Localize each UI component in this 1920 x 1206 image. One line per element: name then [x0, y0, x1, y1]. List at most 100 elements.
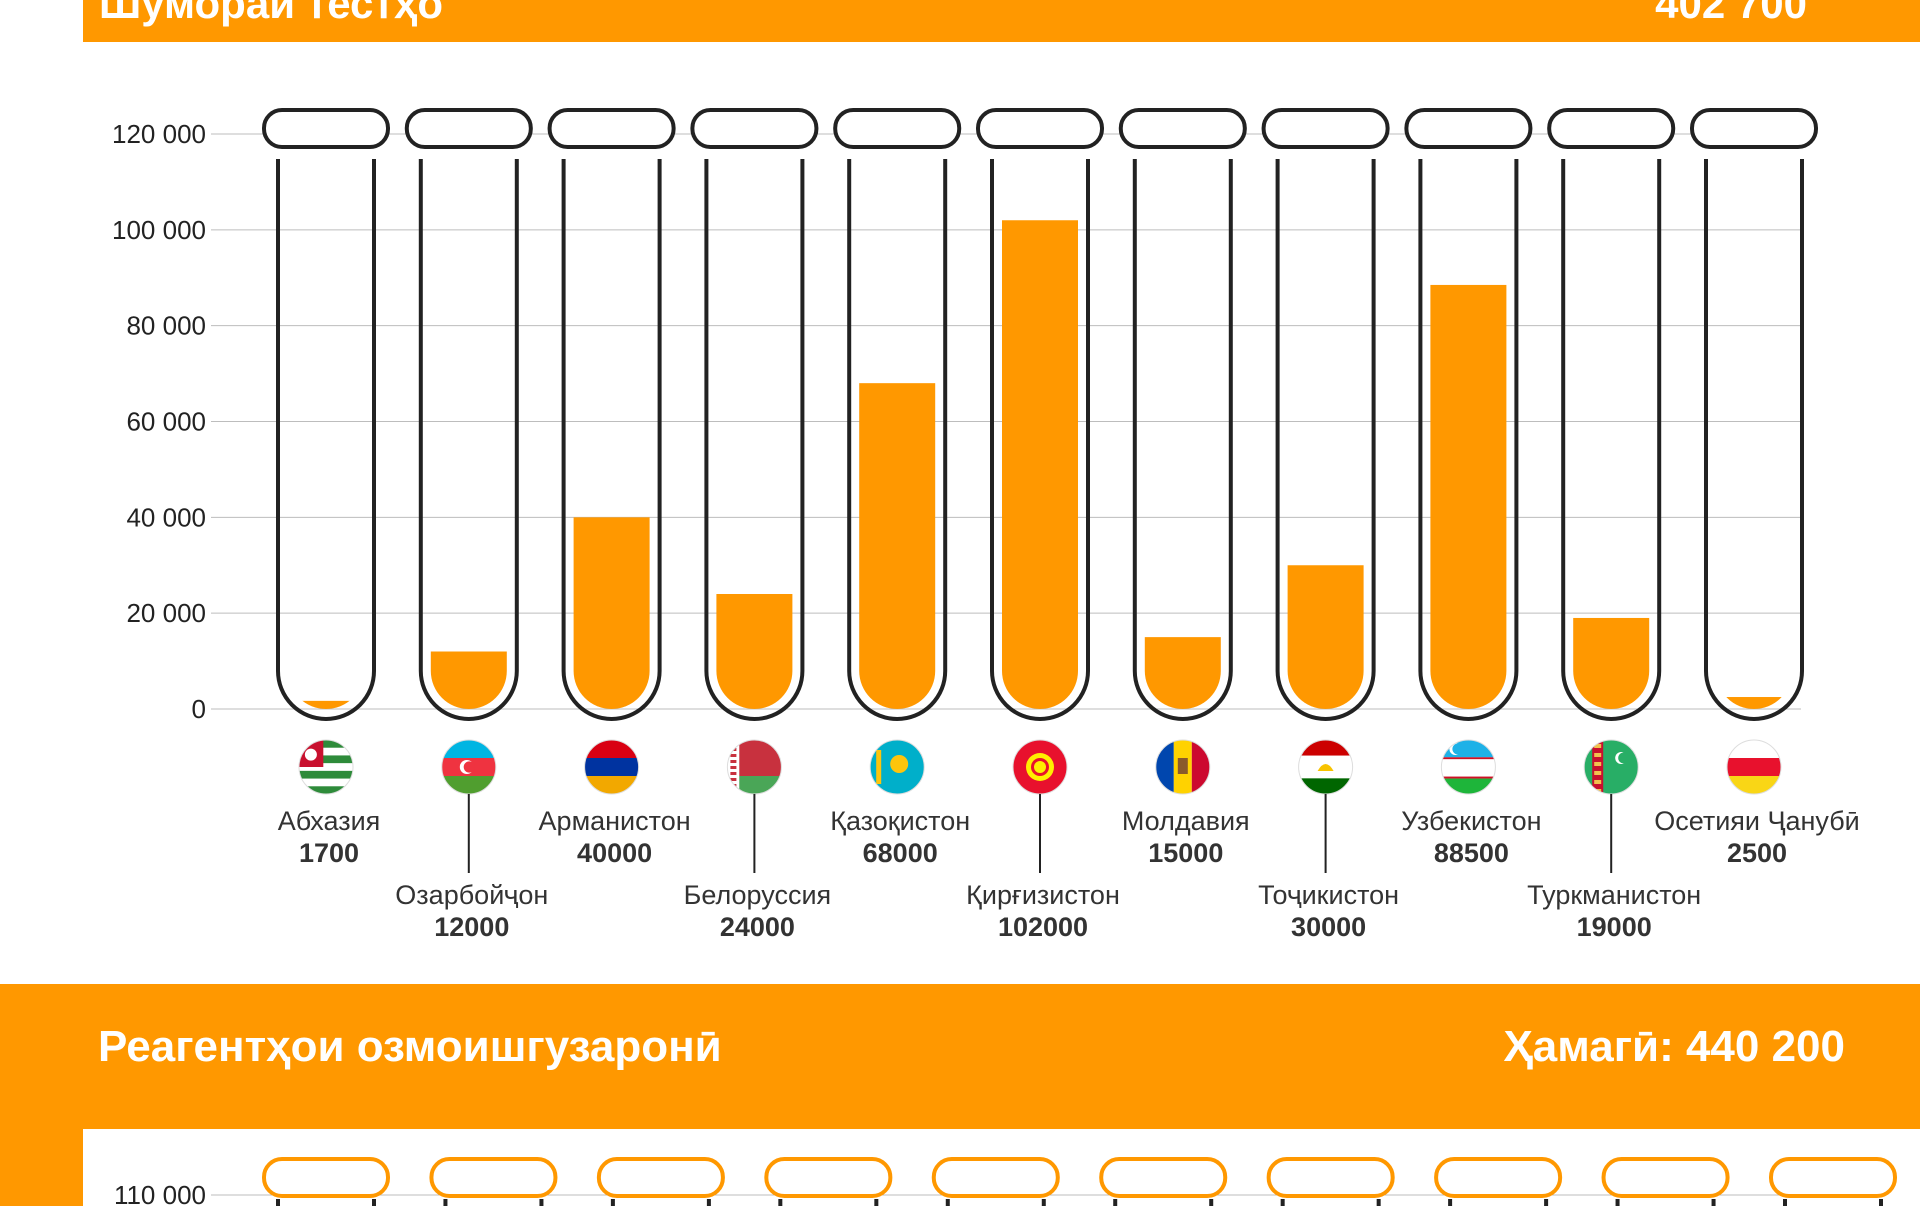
value-label: 1700	[299, 838, 359, 868]
bar-fill	[1144, 637, 1221, 709]
y-tick-label: 0	[192, 694, 206, 724]
tube-group	[931, 1157, 1060, 1206]
value-label: 2500	[1727, 838, 1787, 868]
value-label: 24000	[720, 912, 795, 942]
value-label: 40000	[577, 838, 652, 868]
category-label: Қирғизистон	[966, 880, 1120, 910]
tube-group	[262, 1157, 390, 1206]
category-label: Белоруссия	[684, 880, 832, 910]
azerbaijan-flag	[441, 739, 497, 795]
category-label: Узбекистон	[1401, 806, 1541, 836]
tube-group	[1434, 1157, 1563, 1206]
kyrgyzstan-flag	[1012, 739, 1068, 795]
reagents-total: Ҳамагӣ: 440 200	[1503, 1022, 1845, 1071]
tube-cap	[1404, 108, 1533, 149]
tube-outline	[1615, 1199, 1716, 1206]
reagents-chart: 110 000	[114, 1157, 1897, 1206]
tube-cap	[931, 1157, 1060, 1198]
tube-group	[429, 1157, 558, 1206]
value-label: 102000	[998, 912, 1088, 942]
bar-fill	[1573, 617, 1650, 709]
tube-outline	[1561, 159, 1662, 721]
y-tick-label: 60 000	[126, 407, 206, 437]
total-count: 402 700	[1655, 0, 1807, 27]
value-label: 88500	[1434, 838, 1509, 868]
tube-group	[764, 1157, 893, 1206]
tube-cap	[764, 1157, 893, 1198]
category-label: Қазоқистон	[830, 806, 970, 836]
tube-outline	[778, 1199, 879, 1206]
category-label: Тоҷикистон	[1258, 880, 1399, 910]
tube-outline	[443, 1199, 544, 1206]
abkhazia-flag	[298, 739, 354, 795]
value-label: 12000	[434, 912, 509, 942]
y-tick-label: 80 000	[126, 311, 206, 341]
tube-cap	[1434, 1157, 1563, 1198]
tests-chart-panel: 0 20 000 40 000 60 000 80 000 100 000 120 000 А…	[83, 42, 1920, 984]
bar-fill	[1287, 565, 1364, 709]
tube-cap	[1547, 108, 1676, 149]
y-tick-label: 110 000	[114, 1180, 206, 1206]
tube-cap	[1099, 1157, 1228, 1198]
tube-outline	[1275, 159, 1376, 721]
tube-outline	[1783, 1199, 1883, 1206]
bar-fill	[1430, 284, 1507, 709]
category-label: Туркманистон	[1527, 880, 1701, 910]
tube-cap	[262, 108, 390, 149]
tube-outline	[1132, 159, 1233, 721]
category-label: Молдавия	[1122, 806, 1250, 836]
tube-cap	[596, 1157, 725, 1198]
tube-outline	[1704, 159, 1804, 721]
tube-outline	[1113, 1199, 1214, 1206]
tube-group	[1769, 1157, 1897, 1206]
tube-cap	[1769, 1157, 1897, 1198]
reagents-chart-panel: 110 000	[83, 1129, 1920, 1206]
category-label: Озарбойҷон	[395, 880, 548, 910]
value-label: 68000	[863, 838, 938, 868]
tube-outline	[561, 159, 662, 721]
tube-cap	[1690, 108, 1818, 149]
tube-cap	[404, 108, 533, 149]
category-label: Абхазия	[278, 806, 381, 836]
tube-cap	[1261, 108, 1390, 149]
tajikistan-flag	[1298, 739, 1354, 795]
belarus-flag	[726, 739, 782, 795]
value-label: 30000	[1291, 912, 1366, 942]
bar-fill	[288, 700, 364, 709]
tube-group	[1099, 1157, 1228, 1206]
tube-outline	[1418, 159, 1519, 721]
uzbekistan-flag	[1440, 739, 1496, 795]
y-tick-label: 20 000	[126, 598, 206, 628]
tube-cap	[429, 1157, 558, 1198]
value-label: 19000	[1577, 912, 1652, 942]
armenia-flag	[584, 739, 640, 795]
reagents-title: Реагентҳои озмоишгузаронӣ	[98, 1022, 722, 1071]
tube-outline	[1280, 1199, 1381, 1206]
tube-outline	[418, 159, 519, 721]
tube-outline	[704, 159, 805, 721]
tube-cap	[976, 108, 1104, 149]
chart-title: Шумораи тестҳо	[99, 0, 443, 27]
moldova-flag	[1155, 739, 1211, 795]
bar-fill	[573, 517, 650, 709]
bar-fill	[1716, 697, 1792, 709]
category-label: Осетияи Ҷанубӣ	[1654, 806, 1860, 836]
tube-outline	[610, 1199, 711, 1206]
value-label: 15000	[1148, 838, 1223, 868]
tube-cap	[1601, 1157, 1730, 1198]
tube-group	[596, 1157, 725, 1206]
category-label: Арманистон	[539, 806, 691, 836]
tube-cap	[1266, 1157, 1395, 1198]
tube-cap	[833, 108, 962, 149]
kazakhstan-flag	[869, 739, 925, 795]
tube-cap	[262, 1157, 390, 1198]
